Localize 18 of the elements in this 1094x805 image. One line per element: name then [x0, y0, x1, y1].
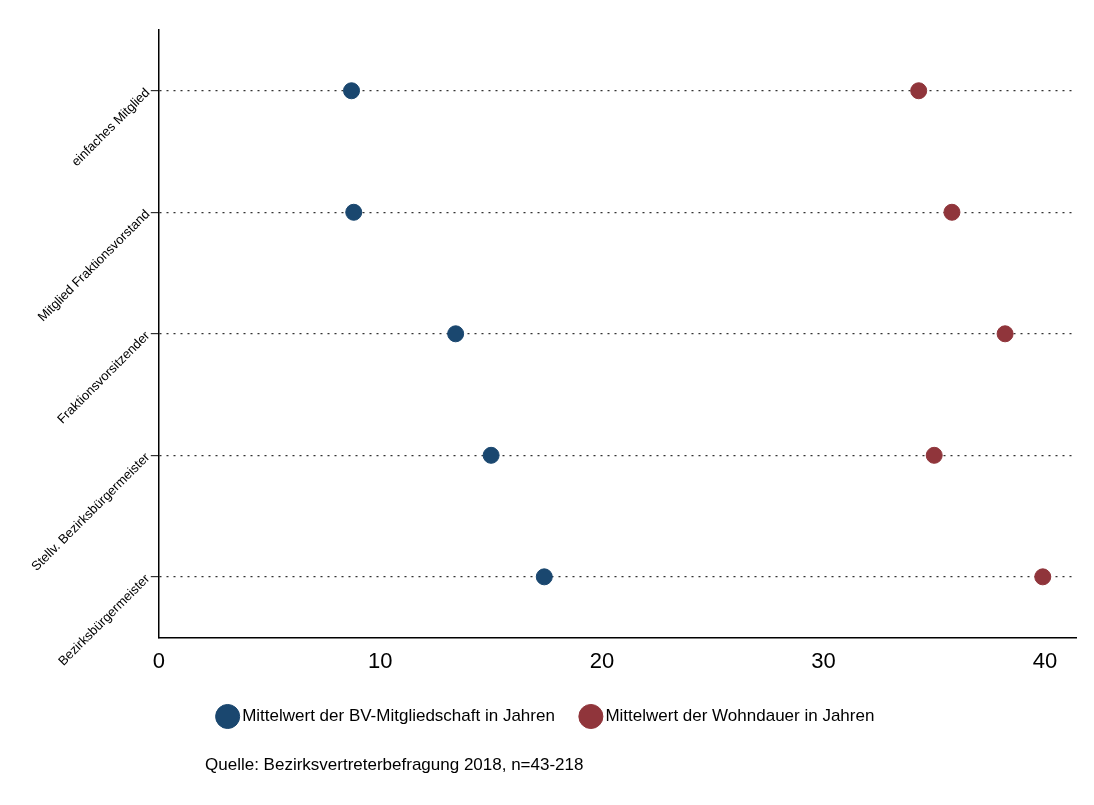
x-tick-label: 20 — [589, 647, 615, 673]
point — [482, 446, 500, 464]
legend-label: Mittelwert der Wohndauer in Jahren — [605, 706, 875, 726]
point — [910, 82, 928, 100]
x-tick-label: 0 — [152, 647, 165, 673]
point — [345, 203, 363, 221]
point — [996, 325, 1014, 343]
point — [343, 82, 361, 100]
x-tick-label: 40 — [1032, 647, 1058, 673]
point — [943, 203, 961, 221]
point — [925, 446, 943, 464]
point — [1034, 568, 1052, 586]
x-tick-label: 30 — [811, 647, 836, 673]
source-note: Quelle: Bezirksvertreterbefragung 2018, n=43-218 — [205, 755, 584, 775]
point — [447, 325, 465, 343]
x-tick-label: 10 — [368, 647, 393, 673]
point — [535, 568, 553, 586]
legend-label: Mittelwert der BV-Mitgliedschaft in Jahren — [242, 706, 555, 726]
